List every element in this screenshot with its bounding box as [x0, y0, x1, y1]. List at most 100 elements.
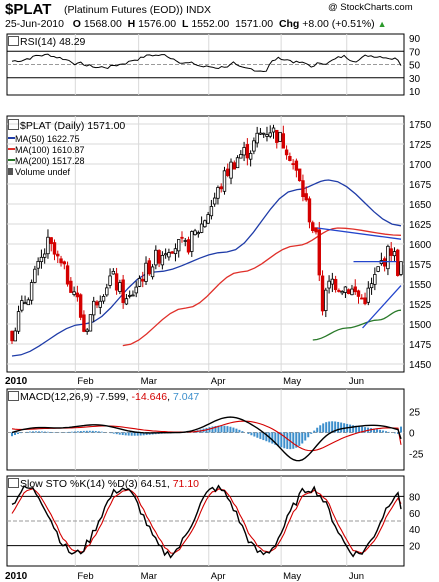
macd-tick-label-0: 0: [409, 429, 415, 440]
candle-body: [108, 275, 112, 286]
macd-histogram-bar: [373, 428, 376, 433]
candle-body: [389, 248, 393, 256]
candle-body: [78, 294, 83, 318]
sto-k-value: 64.51: [140, 478, 167, 490]
candle-body: [75, 292, 80, 298]
macd-histogram-bar: [280, 432, 283, 448]
macd-histogram-bar: [340, 422, 343, 433]
macd-histogram-bar: [112, 432, 115, 434]
candle-body: [265, 134, 269, 137]
macd-histogram-bar: [67, 431, 70, 433]
macd-histogram-bar: [385, 431, 388, 433]
candle-body: [333, 278, 338, 290]
macd-histogram-bar: [73, 431, 76, 433]
candle-body: [311, 222, 315, 231]
candle-body: [386, 245, 390, 270]
macd-histogram-bar: [223, 425, 226, 433]
chart-subtitle: (Platinum Futures (EOD)) INDX: [64, 4, 212, 16]
macd-histogram-bar: [34, 431, 37, 433]
candle-body: [10, 330, 14, 342]
low-label: L: [181, 18, 189, 30]
candle-body: [317, 229, 321, 276]
rsi-icon: [8, 36, 19, 46]
candle-body: [248, 153, 253, 160]
rsi-label-text: RSI(14) 48.29: [20, 36, 86, 48]
macd-histogram-bar: [382, 430, 385, 433]
macd-histogram-bar: [115, 432, 118, 435]
macd-histogram-bar: [232, 427, 235, 433]
macd-histogram-bar: [256, 432, 259, 438]
price-tick-label-1675: 1675: [409, 180, 432, 191]
x-axis-month-label-mar-0: Mar: [141, 376, 157, 387]
macd-histogram-bar: [364, 427, 367, 433]
candle-body: [160, 254, 165, 266]
candle-body: [262, 132, 266, 135]
candle-body: [46, 236, 50, 255]
volume-icon: [8, 168, 13, 175]
chg-label: Chg: [278, 18, 300, 30]
candle-body: [52, 242, 57, 255]
macd-histogram-bar: [100, 431, 103, 433]
candle-body: [127, 294, 132, 297]
open-value: 1568.00: [83, 18, 122, 30]
macd-histogram-bar: [400, 426, 402, 433]
candle-body: [258, 132, 263, 135]
candle-body: [281, 133, 286, 149]
up-triangle-icon: ▲: [377, 19, 387, 29]
macd-histogram-bar: [274, 432, 277, 445]
macd-histogram-bar: [214, 425, 217, 433]
macd-histogram-bar: [370, 428, 373, 433]
macd-histogram-bar: [139, 432, 142, 436]
open-label: O: [72, 18, 81, 30]
candle-body: [363, 297, 367, 305]
sto-tick-label-80: 80: [409, 492, 421, 503]
candle-body: [150, 266, 155, 278]
macd-histogram-bar: [295, 432, 298, 448]
candle-body: [163, 253, 168, 256]
macd-histogram-bar: [319, 425, 322, 433]
macd-histogram-bar: [334, 421, 337, 433]
trendline-rising: [362, 285, 402, 329]
candle-body: [49, 237, 53, 244]
macd-histogram-bar: [133, 432, 136, 436]
macd-histogram-bar: [388, 431, 391, 433]
candle-body: [36, 260, 40, 269]
trendline-upper: [317, 227, 402, 240]
macd-histogram-bar: [217, 425, 220, 433]
candle-body: [85, 329, 89, 332]
candle-body: [376, 266, 380, 272]
macd-histogram-bar: [316, 427, 319, 433]
macd-histogram-bar: [76, 431, 79, 433]
candle-body: [399, 261, 403, 275]
candle-body: [199, 223, 204, 233]
macd-histogram-bar: [322, 423, 325, 433]
macd-histogram-bar: [97, 431, 100, 433]
candle-body: [222, 170, 227, 192]
candle-body: [206, 214, 210, 224]
macd-icon: [8, 391, 19, 401]
high-value: 1576.00: [138, 18, 177, 30]
rsi-tick-label-70: 70: [409, 47, 421, 58]
macd-histogram-bar: [94, 431, 97, 433]
price-tick-label-1700: 1700: [409, 160, 432, 171]
x-axis-year-label-0: 2010: [5, 376, 28, 387]
candle-body: [124, 298, 129, 305]
candle-body: [396, 249, 400, 276]
candle-body: [26, 299, 31, 306]
macd-histogram-bar: [142, 432, 145, 436]
candle-body: [346, 289, 351, 294]
candle-body: [203, 220, 207, 228]
candle-body: [65, 265, 70, 285]
macd-histogram-bar: [49, 431, 52, 433]
candle-body: [88, 314, 93, 332]
macd-histogram-bar: [19, 432, 22, 434]
macd-histogram-bar: [220, 425, 223, 433]
candle-body: [144, 262, 148, 282]
x-axis-month-label-may-1: May: [283, 571, 301, 582]
candle-body: [16, 311, 21, 332]
candle-body: [294, 160, 299, 171]
candle-body: [118, 282, 122, 292]
macd-histogram-bar: [301, 432, 304, 444]
macd-histogram-bar: [277, 432, 280, 447]
